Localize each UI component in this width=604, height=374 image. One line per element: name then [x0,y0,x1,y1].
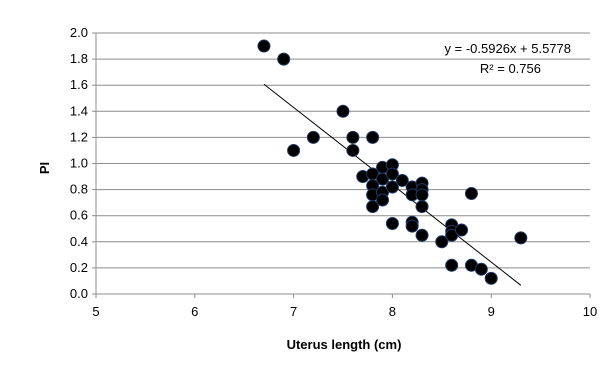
data-point [257,39,271,53]
y-axis-title: PI [37,162,52,174]
data-point [385,180,399,194]
y-tick-label: 1.6 [70,77,88,92]
trendline-equation: y = -0.5926x + 5.5778 [445,41,571,56]
data-point [385,167,399,181]
data-point [464,187,478,201]
data-point [366,200,380,214]
data-point [474,262,488,276]
trendline-r2: R² = 0.756 [480,61,541,76]
gridlines [96,32,590,269]
data-point [484,271,498,285]
x-tick-label: 10 [583,304,597,319]
y-tick-label: 0.0 [70,286,88,301]
x-tick-label: 7 [290,304,297,319]
data-point [435,235,449,249]
data-point [445,228,459,242]
data-point [385,217,399,231]
data-point [346,143,360,157]
x-tick-label: 6 [191,304,198,319]
data-point [376,172,390,186]
data-point [445,258,459,272]
data-points [257,39,528,285]
labels: y = -0.5926x + 5.5778 R² = 0.756 Uterus … [37,41,571,352]
y-tick-label: 0.8 [70,182,88,197]
data-point [346,130,360,144]
data-point [306,130,320,144]
y-tick-label: 0.4 [70,234,88,249]
data-point [395,173,409,187]
data-point [366,130,380,144]
data-point [405,219,419,233]
x-tick-label: 8 [389,304,396,319]
data-point [376,193,390,207]
data-point [415,228,429,242]
data-point [415,200,429,214]
x-axis-title: Uterus length (cm) [287,337,402,352]
data-point [336,104,350,118]
data-point [277,52,291,66]
data-point [287,143,301,157]
y-tick-label: 1.8 [70,51,88,66]
y-tick-label: 0.6 [70,208,88,223]
y-tick-label: 1.0 [70,156,88,171]
x-tick-label: 5 [92,304,99,319]
y-tick-label: 2.0 [70,25,88,40]
axes: 0.0 0.2 0.4 0.6 0.8 1.0 1.2 1.4 1.6 1.8 2.0 5 6 7 8 9 10 [70,25,597,319]
y-tick-label: 1.4 [70,103,88,118]
data-point [514,231,528,245]
y-tick-label: 0.2 [70,260,88,275]
data-point [455,223,469,237]
x-tick-label: 9 [488,304,495,319]
data-point [415,188,429,202]
y-tick-label: 1.2 [70,129,88,144]
